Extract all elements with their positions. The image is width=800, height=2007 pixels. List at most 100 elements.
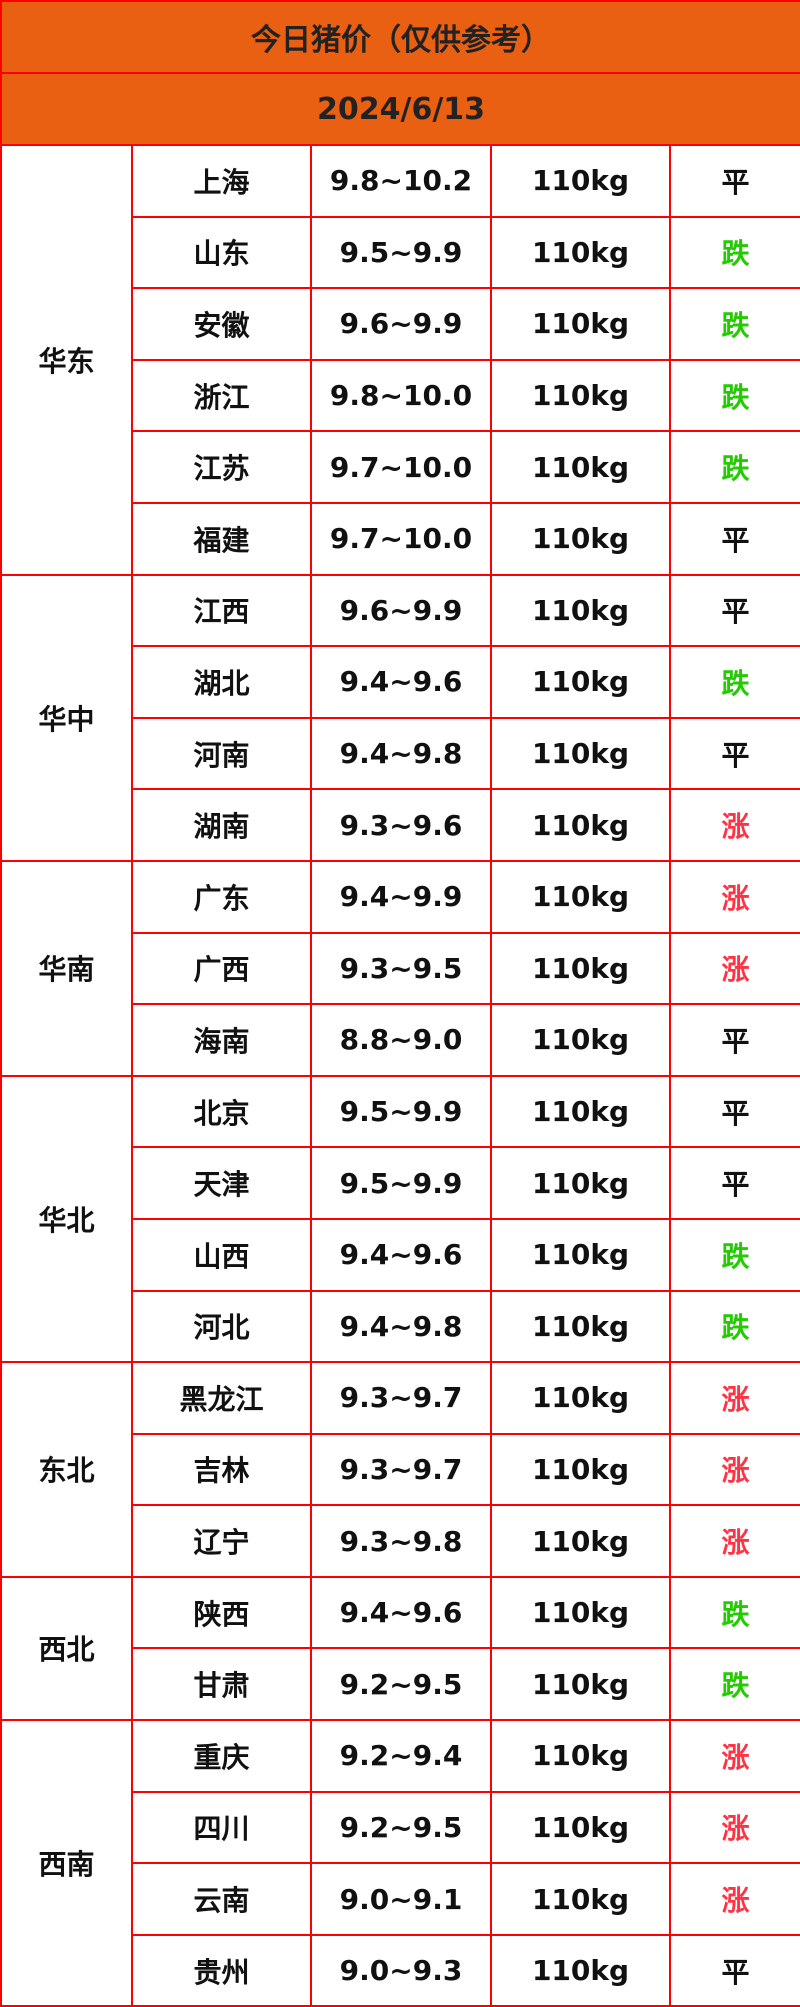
table-row: 西北 陕西 9.4~9.6 110kg 跌 (0, 1575, 800, 1722)
province-cell: 湖北 (131, 645, 312, 719)
trend-cell: 跌 (668, 1289, 800, 1364)
region-cell: 华中 (0, 573, 133, 862)
province-cell: 天津 (131, 1146, 312, 1220)
weight-cell: 110kg (490, 1933, 671, 2007)
table-row: 贵州 9.0~9.3 110kg 平 (1, 1933, 800, 2007)
price-cell: 9.4~9.8 (310, 716, 492, 791)
trend-cell: 跌 (668, 358, 800, 433)
trend-cell: 平 (668, 1074, 800, 1149)
price-cell: 9.8~10.0 (310, 358, 492, 433)
trend-cell: 平 (668, 716, 800, 791)
price-cell: 9.2~9.5 (310, 1790, 492, 1865)
price-cell: 9.7~10.0 (310, 501, 492, 576)
region-cell: 华北 (0, 1074, 133, 1364)
trend-cell: 涨 (668, 1432, 800, 1507)
region-cell: 东北 (0, 1361, 133, 1578)
trend-cell: 跌 (668, 1575, 800, 1650)
price-cell: 9.4~9.8 (310, 1289, 492, 1364)
table-row: 辽宁 9.3~9.8 110kg 涨 (1, 1504, 800, 1578)
weight-cell: 110kg (490, 1647, 671, 1722)
trend-cell: 涨 (668, 1504, 800, 1578)
weight-cell: 110kg (490, 1719, 671, 1793)
trend-cell: 平 (668, 501, 800, 576)
trend-cell: 涨 (668, 1862, 800, 1936)
trend-cell: 涨 (668, 931, 800, 1006)
table-row: 华南 广东 9.4~9.9 110kg 涨 (0, 859, 800, 1077)
province-cell: 四川 (131, 1790, 312, 1865)
price-cell: 9.3~9.7 (310, 1361, 492, 1435)
province-cell: 云南 (131, 1862, 312, 1936)
weight-cell: 110kg (490, 1361, 671, 1435)
weight-cell: 110kg (490, 287, 671, 361)
trend-cell: 平 (668, 144, 800, 218)
weight-cell: 110kg (490, 1289, 671, 1364)
price-cell: 9.3~9.5 (310, 931, 492, 1006)
table-row: 天津 9.5~9.9 110kg 平 (1, 1146, 800, 1220)
table-row: 福建 9.7~10.0 110kg 平 (1, 501, 800, 576)
table-title: 今日猪价（仅供参考） (0, 0, 800, 74)
trend-cell: 跌 (668, 1217, 800, 1292)
price-cell: 8.8~9.0 (310, 1003, 492, 1077)
price-cell: 9.5~9.9 (310, 1146, 492, 1220)
price-cell: 9.0~9.3 (310, 1933, 492, 2007)
province-cell: 山西 (131, 1217, 312, 1292)
weight-cell: 110kg (490, 1074, 671, 1149)
table-row: 湖北 9.4~9.6 110kg 跌 (1, 645, 800, 719)
province-cell: 重庆 (131, 1719, 312, 1793)
table-row: 云南 9.0~9.1 110kg 涨 (1, 1862, 800, 1936)
table-row: 安徽 9.6~9.9 110kg 跌 (1, 287, 800, 361)
region-cell: 华东 (0, 144, 133, 576)
weight-cell: 110kg (490, 1862, 671, 1936)
province-cell: 河北 (131, 1289, 312, 1364)
table-row: 东北 黑龙江 9.3~9.7 110kg 涨 (0, 1361, 800, 1578)
province-cell: 北京 (131, 1074, 312, 1149)
table-row: 华中 江西 9.6~9.9 110kg 平 (0, 573, 800, 862)
trend-cell: 平 (668, 573, 800, 648)
trend-cell: 平 (668, 1933, 800, 2007)
trend-cell: 涨 (668, 1361, 800, 1435)
table-row: 海南 8.8~9.0 110kg 平 (1, 1003, 800, 1077)
weight-cell: 110kg (490, 430, 671, 504)
region-cell: 西南 (0, 1719, 133, 2007)
price-cell: 9.0~9.1 (310, 1862, 492, 1936)
price-cell: 9.4~9.6 (310, 1575, 492, 1650)
trend-cell: 平 (668, 1003, 800, 1077)
weight-cell: 110kg (490, 1003, 671, 1077)
province-cell: 广西 (131, 931, 312, 1006)
table-row: 吉林 9.3~9.7 110kg 涨 (1, 1432, 800, 1507)
weight-cell: 110kg (490, 788, 671, 862)
table-row: 浙江 9.8~10.0 110kg 跌 (1, 358, 800, 433)
province-cell: 江西 (131, 573, 312, 648)
region-cell: 华南 (0, 859, 133, 1077)
table-row: 河南 9.4~9.8 110kg 平 (1, 716, 800, 791)
price-cell: 9.4~9.9 (310, 859, 492, 934)
table-row: 广西 9.3~9.5 110kg 涨 (1, 931, 800, 1006)
table-row: 河北 9.4~9.8 110kg 跌 (1, 1289, 800, 1364)
province-cell: 福建 (131, 501, 312, 576)
table-row: 山西 9.4~9.6 110kg 跌 (1, 1217, 800, 1292)
trend-cell: 平 (668, 1146, 800, 1220)
province-cell: 贵州 (131, 1933, 312, 2007)
price-cell: 9.4~9.6 (310, 645, 492, 719)
province-cell: 陕西 (131, 1575, 312, 1650)
trend-cell: 跌 (668, 287, 800, 361)
province-cell: 广东 (131, 859, 312, 934)
table-row: 华北 北京 9.5~9.9 110kg 平 (0, 1074, 800, 1364)
table-row: 湖南 9.3~9.6 110kg 涨 (1, 788, 800, 862)
price-cell: 9.2~9.4 (310, 1719, 492, 1793)
province-cell: 安徽 (131, 287, 312, 361)
price-cell: 9.2~9.5 (310, 1647, 492, 1722)
price-cell: 9.3~9.6 (310, 788, 492, 862)
region-cell: 西北 (0, 1575, 133, 1722)
trend-cell: 涨 (668, 1719, 800, 1793)
province-cell: 黑龙江 (131, 1361, 312, 1435)
weight-cell: 110kg (490, 501, 671, 576)
price-cell: 9.3~9.8 (310, 1504, 492, 1578)
province-cell: 吉林 (131, 1432, 312, 1507)
price-cell: 9.5~9.9 (310, 1074, 492, 1149)
weight-cell: 110kg (490, 1146, 671, 1220)
price-cell: 9.3~9.7 (310, 1432, 492, 1507)
table-row: 四川 9.2~9.5 110kg 涨 (1, 1790, 800, 1865)
province-cell: 河南 (131, 716, 312, 791)
